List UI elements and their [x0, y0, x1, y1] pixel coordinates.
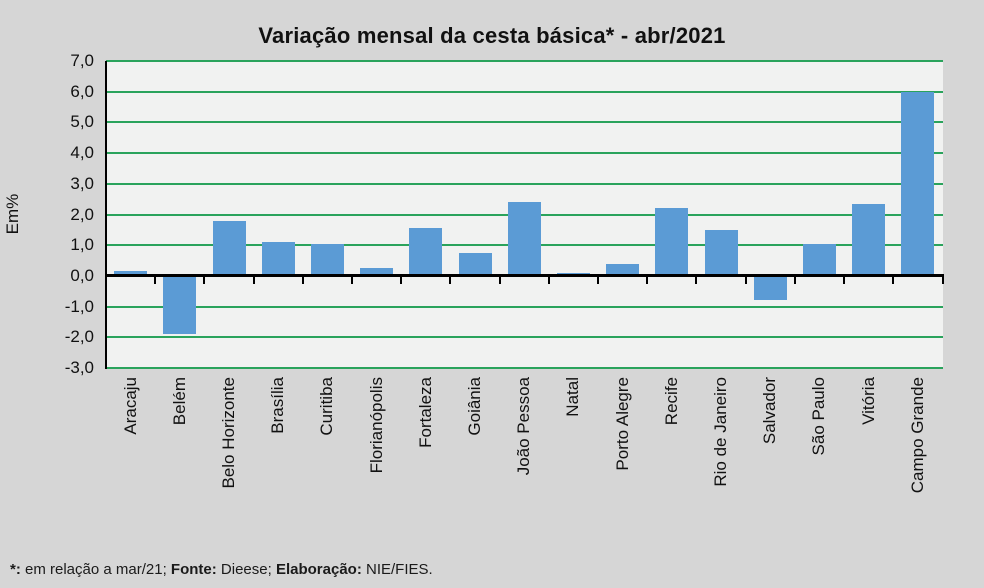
- bar-salvador: [753, 275, 787, 301]
- x-axis-tick: [941, 277, 944, 285]
- x-category-label: Belém: [169, 377, 189, 426]
- x-category-label: Goiânia: [465, 377, 485, 436]
- x-axis-tick: [843, 277, 846, 285]
- footer-source-label: Fonte:: [170, 561, 217, 578]
- bar-curitiba: [310, 243, 344, 276]
- x-category-label: Fortaleza: [415, 377, 435, 448]
- gridline: [106, 152, 943, 155]
- x-category-label: João Pessoa: [514, 377, 534, 476]
- x-category-label: São Paulo: [809, 377, 829, 456]
- y-tick-label: 7,0: [70, 51, 94, 70]
- bar-natal: [556, 272, 590, 276]
- x-axis-tick: [351, 277, 354, 285]
- y-tick-label: -2,0: [64, 327, 94, 347]
- x-axis-tick: [597, 277, 600, 285]
- bar-campo-grande: [901, 91, 935, 276]
- x-category-label: Brasília: [268, 377, 288, 434]
- x-axis-tick: [744, 277, 747, 285]
- bar-aracaju: [114, 271, 148, 276]
- y-tick-label: -1,0: [64, 296, 94, 316]
- x-category-label: Belo Horizonte: [219, 377, 238, 489]
- chart-title: Variação mensal da cesta básica* - abr/2…: [258, 23, 726, 48]
- bar-joão-pessoa: [507, 202, 541, 276]
- bar-vitória: [852, 203, 886, 276]
- bar-são-paulo: [802, 243, 836, 276]
- x-category-label: Florianópolis: [366, 377, 386, 474]
- x-axis-tick: [793, 277, 796, 285]
- x-axis-tick: [646, 277, 649, 285]
- y-tick-label: 0,0: [70, 265, 94, 285]
- x-axis-tick: [301, 277, 304, 285]
- x-axis-line: [105, 274, 944, 278]
- x-axis-tick: [203, 277, 206, 285]
- x-axis-tick: [498, 277, 501, 285]
- gridline: [106, 182, 943, 185]
- x-category-label: Natal: [563, 377, 583, 417]
- bar-rio-de-janeiro: [704, 229, 738, 276]
- x-category-label: Porto Alegre: [612, 377, 632, 471]
- y-tick-label: -3,0: [64, 358, 94, 377]
- y-tick-label: 3,0: [70, 173, 94, 193]
- footer-elaboration-text: NIE/FIES.: [361, 561, 433, 578]
- footer-note: *: em relação a mar/21; Fonte: Dieese; E…: [10, 561, 433, 578]
- bar-fortaleza: [409, 228, 443, 276]
- bar-florianópolis: [360, 268, 394, 276]
- y-axis-line: [105, 61, 107, 369]
- x-category-label: Campo Grande: [907, 377, 927, 494]
- gridline: [106, 305, 943, 308]
- x-axis-tick: [892, 277, 895, 285]
- footer-elaboration-label: Elaboração:: [275, 561, 362, 578]
- gridline: [106, 90, 943, 93]
- x-axis-tick: [400, 277, 403, 285]
- x-axis-tick: [547, 277, 550, 285]
- footer-asterisk: *:: [10, 561, 21, 578]
- x-category-label: Salvador: [760, 377, 780, 445]
- x-axis-tick: [695, 277, 698, 285]
- footer-note-text: em relação a mar/21;: [20, 561, 171, 578]
- bar-brasília: [261, 242, 295, 276]
- bar-recife: [655, 208, 689, 276]
- y-tick-label: 2,0: [70, 204, 94, 224]
- y-tick-label: 6,0: [70, 81, 94, 101]
- bar-belém: [163, 275, 197, 335]
- x-category-label: Rio de Janeiro: [711, 377, 731, 487]
- x-axis-tick: [252, 277, 255, 285]
- bar-porto-alegre: [606, 263, 640, 276]
- bar-goiânia: [458, 252, 492, 276]
- y-tick-label: 1,0: [70, 235, 94, 255]
- bar-belo-horizonte: [212, 220, 246, 276]
- x-category-label: Vitória: [858, 377, 878, 425]
- y-tick-label: 5,0: [70, 112, 94, 132]
- x-category-label: Curitiba: [317, 377, 337, 436]
- footer-source-text: Dieese;: [216, 561, 276, 578]
- y-tick-label: 4,0: [70, 143, 94, 163]
- x-category-label: Aracaju: [120, 377, 140, 435]
- y-axis-title: Em%: [3, 193, 22, 235]
- gridline: [106, 336, 943, 339]
- gridline: [106, 367, 943, 369]
- x-axis-tick: [154, 277, 157, 285]
- gridline: [106, 121, 943, 124]
- gridline: [106, 60, 943, 62]
- x-axis-tick: [449, 277, 452, 285]
- x-category-label: Recife: [661, 377, 681, 426]
